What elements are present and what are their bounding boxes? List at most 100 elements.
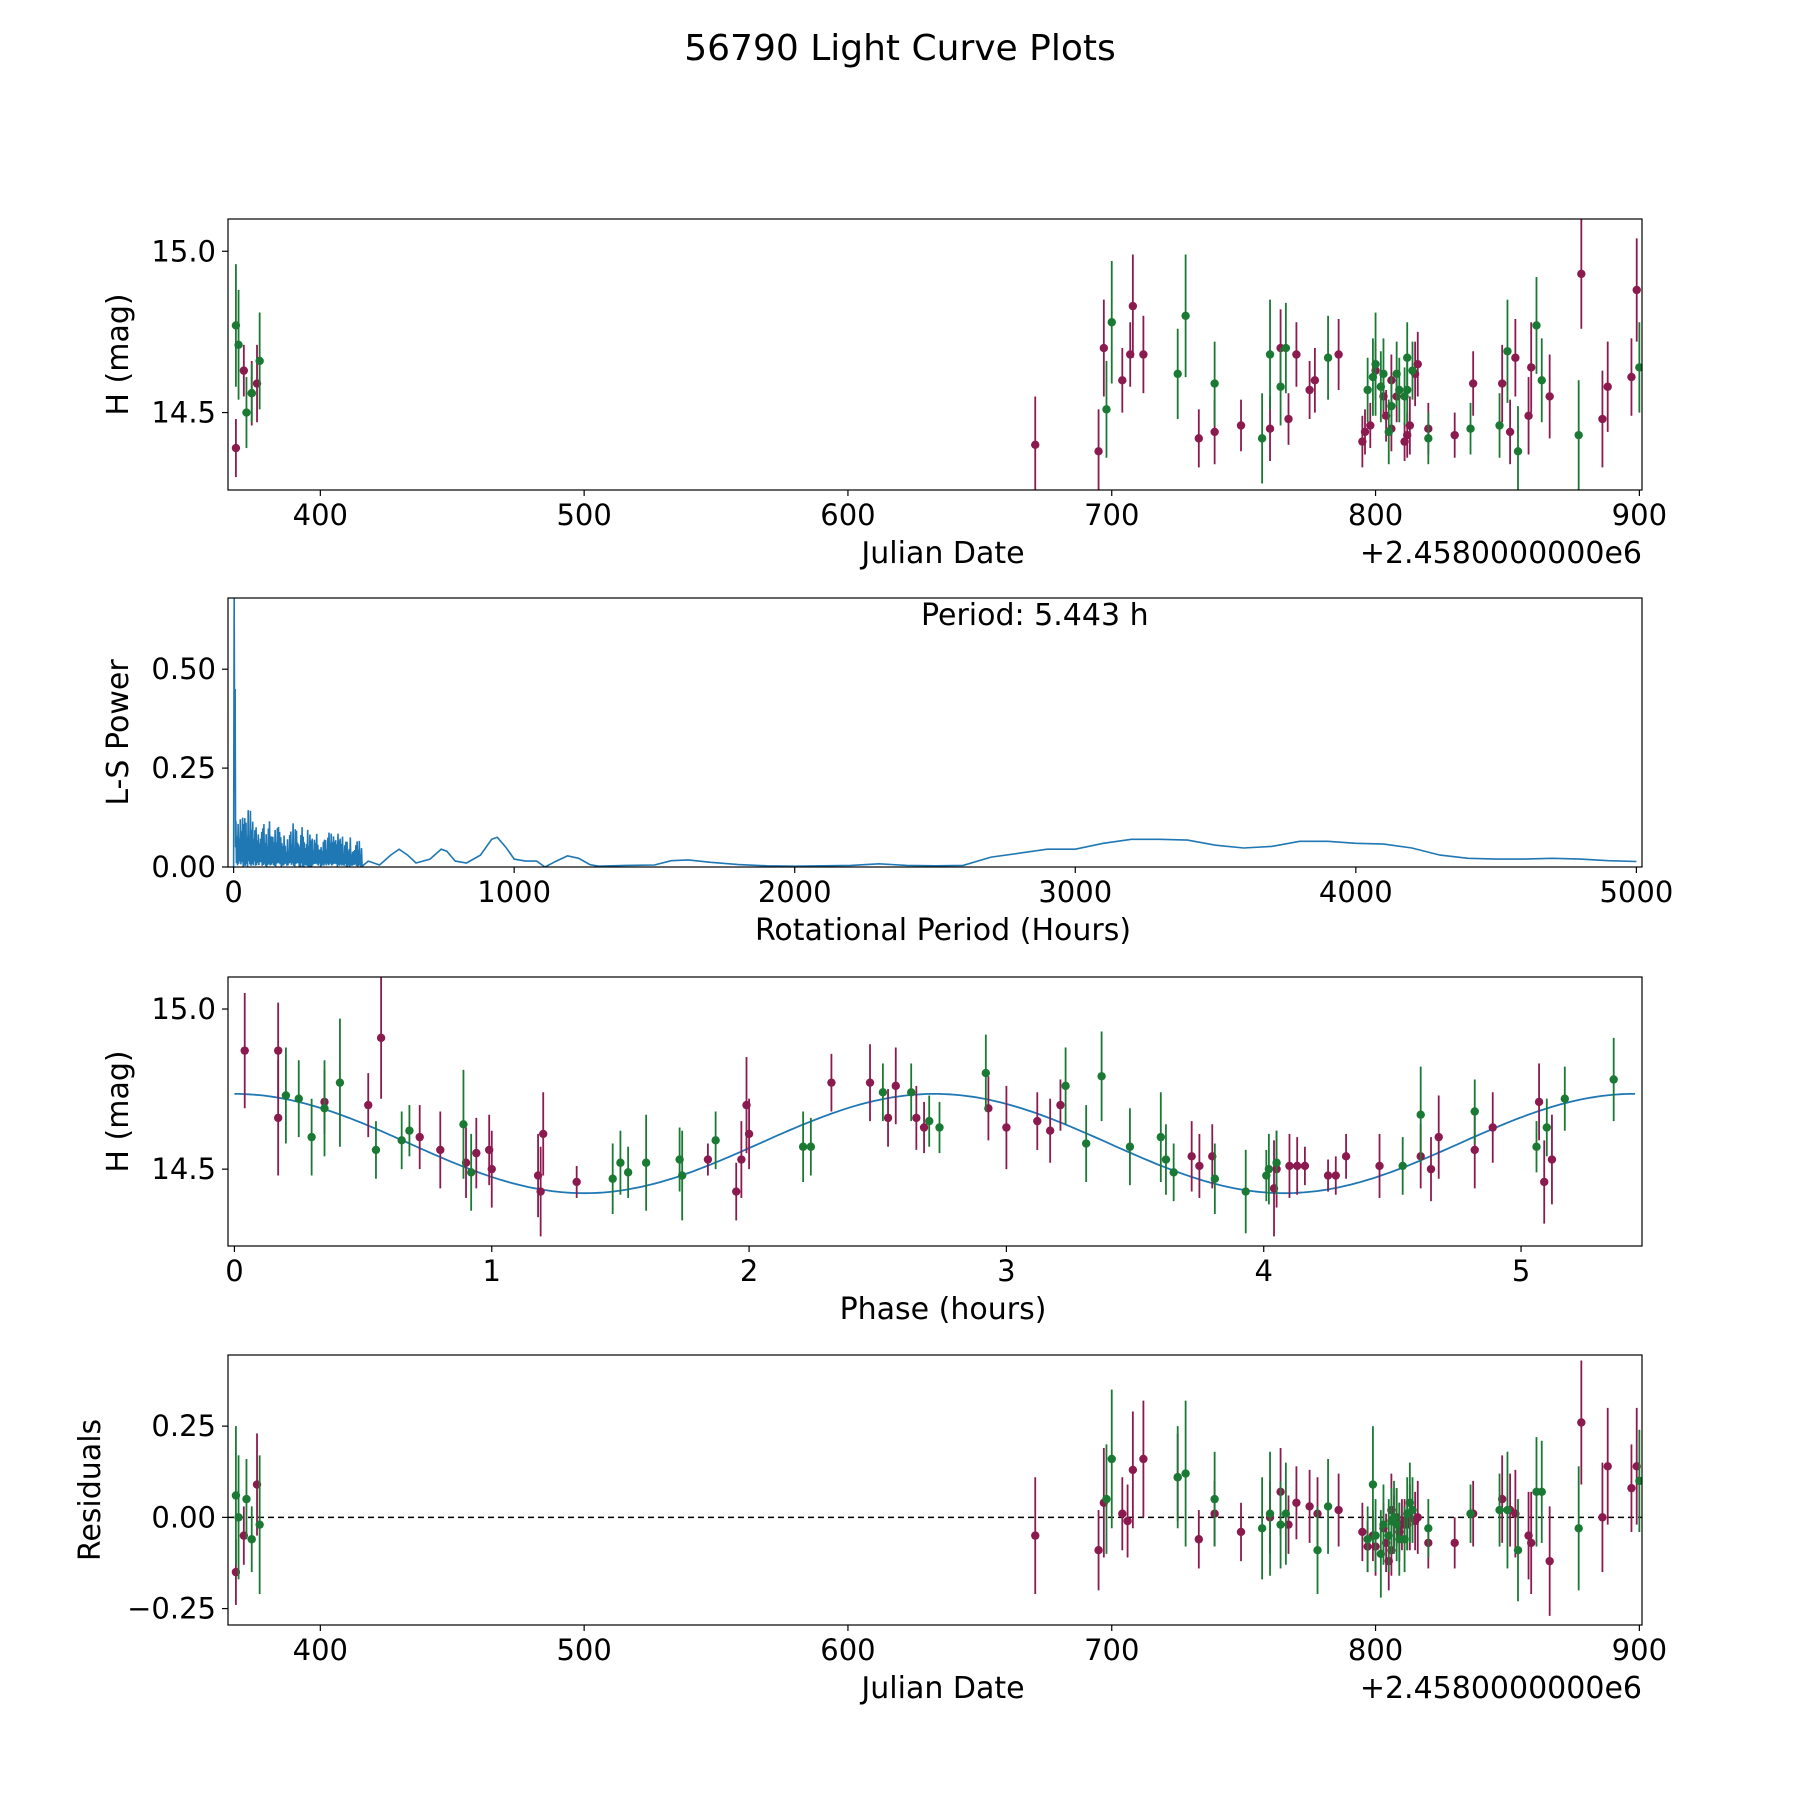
data-point xyxy=(1031,440,1040,450)
y-tick-label: 15.0 xyxy=(151,992,216,1026)
data-point xyxy=(231,443,241,453)
data-point xyxy=(1210,1494,1219,1504)
data-point xyxy=(1081,1139,1091,1148)
data-point xyxy=(1236,421,1246,430)
data-point xyxy=(1424,1524,1433,1533)
y-tick-label: 14.5 xyxy=(151,1152,216,1186)
x-tick-label: 900 xyxy=(1612,498,1667,532)
data-point xyxy=(1368,1480,1378,1489)
data-point xyxy=(1450,430,1459,440)
data-point xyxy=(1139,1454,1148,1464)
data-point xyxy=(376,1033,386,1043)
data-point xyxy=(307,1132,316,1142)
x-axis-label: Phase (hours) xyxy=(840,1292,1047,1327)
x-tick-label: 5000 xyxy=(1599,875,1673,909)
data-point xyxy=(1627,372,1636,382)
data-point xyxy=(925,1116,934,1126)
data-point xyxy=(1540,1177,1549,1187)
series-filter-2 xyxy=(281,1018,1618,1234)
data-point xyxy=(1241,1187,1250,1196)
axes-frame xyxy=(227,218,1643,491)
data-point xyxy=(1574,430,1583,440)
data-point xyxy=(1128,301,1138,311)
data-point xyxy=(1272,1158,1281,1167)
data-point xyxy=(1488,1123,1497,1132)
data-point xyxy=(1281,1509,1291,1518)
data-point xyxy=(1045,1126,1055,1135)
data-point xyxy=(459,1120,468,1129)
x-axis-label: Rotational Period (Hours) xyxy=(755,913,1131,948)
x-tick-label: 3000 xyxy=(1038,875,1112,909)
data-point xyxy=(1313,1546,1322,1555)
y-axis-label: L-S Power xyxy=(101,659,136,806)
data-point xyxy=(732,1187,741,1196)
data-point xyxy=(405,1126,414,1135)
chart-panel-1: 400 500 600 700 800 900 14.5 15.0 Julian Date H (… xyxy=(101,218,1667,571)
data-point xyxy=(1470,1107,1479,1116)
data-point xyxy=(1292,1498,1301,1507)
data-point xyxy=(255,1520,264,1529)
data-point xyxy=(1503,1505,1512,1515)
y-tick-label: 0.00 xyxy=(151,1500,216,1534)
data-point xyxy=(472,1148,481,1158)
data-point xyxy=(1577,269,1586,279)
data-point xyxy=(1635,363,1642,372)
data-point xyxy=(1560,1094,1570,1103)
data-point xyxy=(1524,411,1533,420)
x-tick-label: 1 xyxy=(483,1254,501,1288)
data-point xyxy=(1527,363,1536,372)
data-point xyxy=(1413,1513,1422,1522)
data-point xyxy=(1532,321,1541,330)
data-point xyxy=(1125,1142,1135,1151)
x-tick-label: 4 xyxy=(1255,1254,1273,1288)
data-point xyxy=(1323,1502,1333,1511)
data-point xyxy=(1334,1505,1343,1515)
data-point xyxy=(912,1113,921,1123)
x-axis-label: Julian Date xyxy=(859,1671,1024,1706)
data-point xyxy=(1281,343,1291,353)
data-point xyxy=(1187,1152,1196,1161)
data-point xyxy=(1331,1171,1340,1180)
data-point xyxy=(234,1513,243,1522)
x-tick-label: 600 xyxy=(820,1633,875,1667)
series-filter-1 xyxy=(231,219,1641,490)
data-point xyxy=(1169,1168,1178,1177)
data-point xyxy=(1139,350,1148,359)
y-tick-label: −0.25 xyxy=(127,1592,216,1626)
data-point xyxy=(1210,379,1219,388)
data-point xyxy=(1264,1164,1274,1174)
data-point xyxy=(1603,1462,1612,1471)
data-point xyxy=(1527,1538,1536,1548)
data-point xyxy=(865,1078,875,1087)
data-point xyxy=(1097,1072,1106,1081)
data-point xyxy=(1276,382,1285,391)
data-point xyxy=(744,1129,754,1139)
y-tick-label: 15.0 xyxy=(151,234,216,268)
axes-frame xyxy=(227,976,1643,1247)
data-point xyxy=(1094,1546,1103,1555)
data-point xyxy=(1210,427,1219,437)
data-point xyxy=(1360,427,1370,437)
axes-frame xyxy=(227,597,1643,868)
data-point xyxy=(1257,1524,1267,1533)
data-point xyxy=(1173,369,1182,379)
figure-title: 56790 Light Curve Plots xyxy=(684,28,1116,69)
data-point xyxy=(1408,1505,1417,1515)
data-point xyxy=(1537,1487,1546,1497)
data-point xyxy=(1497,379,1507,388)
x-tick-label: 400 xyxy=(293,1633,348,1667)
data-point xyxy=(1102,1494,1111,1504)
data-point xyxy=(1542,1123,1551,1132)
data-point xyxy=(906,1088,916,1097)
data-point xyxy=(1545,1556,1554,1566)
x-tick-label: 4000 xyxy=(1319,875,1393,909)
data-point xyxy=(623,1168,633,1177)
x-tick-label: 700 xyxy=(1084,498,1139,532)
data-point xyxy=(1375,1161,1384,1171)
data-point xyxy=(981,1068,991,1078)
data-point xyxy=(436,1145,445,1155)
data-point xyxy=(737,1155,746,1164)
data-point xyxy=(1265,424,1275,433)
x-tick-label: 2000 xyxy=(758,875,832,909)
x-tick-label: 5 xyxy=(1512,1254,1530,1288)
